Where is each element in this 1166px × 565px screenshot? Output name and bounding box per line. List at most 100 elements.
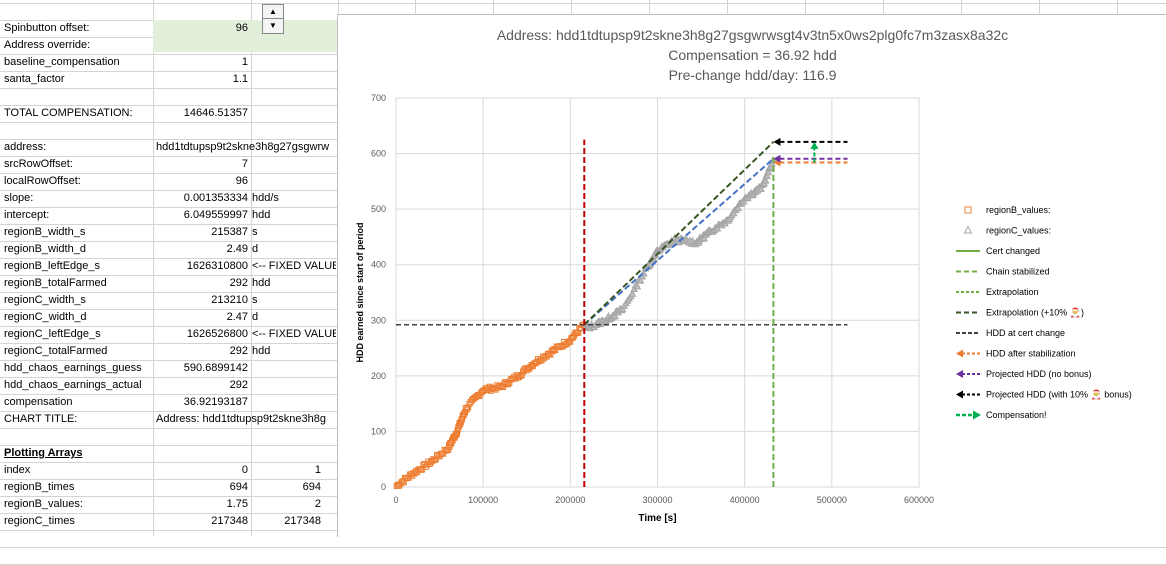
projected-with-bonus-arrow-head	[773, 137, 781, 146]
cell-label[interactable]: compensation	[4, 396, 73, 408]
cell-label[interactable]: regionB_times	[4, 481, 75, 493]
cell-label[interactable]: srcRowOffset:	[4, 158, 73, 170]
cell-value[interactable]: 292	[229, 277, 248, 289]
cell-value[interactable]: 1	[241, 56, 248, 68]
cell-value[interactable]: 96	[235, 22, 248, 34]
cell-label[interactable]: santa_factor	[4, 73, 65, 85]
cell-label[interactable]: hdd_chaos_earnings_guess	[4, 362, 142, 374]
x-tick-label: 600000	[904, 495, 934, 505]
cell-label[interactable]: regionB_values:	[4, 498, 83, 510]
cell-label[interactable]	[4, 88, 152, 104]
cell-value-2[interactable]	[252, 428, 336, 444]
cell-label[interactable]: slope:	[4, 192, 34, 204]
cell-value[interactable]: 213210	[211, 294, 248, 306]
cell-label[interactable]: regionB_leftEdge_s	[4, 260, 101, 272]
cell-label[interactable]: hdd_chaos_earnings_actual	[4, 379, 142, 391]
cell-value[interactable]: 2.47	[226, 311, 248, 323]
cell-value-2[interactable]	[252, 54, 336, 70]
cell-value-2[interactable]	[252, 139, 336, 155]
cell-value-2[interactable]	[252, 105, 336, 121]
cell-label[interactable]: TOTAL COMPENSATION:	[4, 107, 133, 119]
regionC-point	[761, 176, 770, 184]
spin-up-icon[interactable]: ▲	[263, 5, 283, 19]
cell-label[interactable]: regionB_width_s	[4, 226, 86, 238]
cell-value-2[interactable]: 2	[314, 498, 321, 510]
cell-label[interactable]: localRowOffset:	[4, 175, 81, 187]
cell-value-2[interactable]	[252, 71, 336, 87]
cell-value-2[interactable]: hdd	[252, 277, 271, 289]
cell-value[interactable]: 1626310800	[186, 260, 248, 272]
spin-button[interactable]: ▲ ▼	[262, 4, 284, 34]
chart-area[interactable]: Address: hdd1tdtupsp9t2skne3h8g27gsgwrws…	[337, 14, 1166, 537]
cell-label[interactable]: regionC_width_s	[4, 294, 86, 306]
cell-value[interactable]: hdd1tdtupsp9t2skne3h8g27gsgwrw	[156, 141, 330, 153]
regionC-series	[581, 156, 778, 332]
cell-value-2[interactable]: <-- FIXED VALUE	[252, 260, 336, 272]
cell-label[interactable]: Spinbutton offset:	[4, 22, 90, 34]
cell-value[interactable]: 0.001353334	[183, 192, 248, 204]
cell-value-2[interactable]: d	[252, 243, 259, 255]
cell-value-2[interactable]: hdd/s	[252, 192, 279, 204]
legend-label: Extrapolation	[986, 287, 1039, 297]
cell-label[interactable]: index	[4, 464, 31, 476]
cell-value-2[interactable]: 1	[314, 464, 321, 476]
cell-value-2[interactable]: 694	[302, 481, 321, 493]
cell-value-2[interactable]	[252, 445, 336, 461]
cell-value[interactable]: 1.1	[232, 73, 248, 85]
cell-value[interactable]: 7	[241, 158, 248, 170]
cell-value-2[interactable]	[252, 156, 336, 172]
cell-value-2[interactable]	[252, 173, 336, 189]
cell-value[interactable]: 1626526800	[186, 328, 248, 340]
cell-value-2[interactable]: d	[252, 311, 259, 323]
cell-value[interactable]: 0	[241, 464, 248, 476]
cell-value[interactable]: 694	[229, 481, 248, 493]
cell-label[interactable]: Address override:	[4, 39, 91, 51]
cell-value[interactable]: 14646.51357	[183, 107, 248, 119]
cell-value-2[interactable]	[252, 122, 336, 138]
cell-label[interactable]: regionC_times	[4, 515, 75, 527]
cell-label[interactable]: regionC_width_d	[4, 311, 87, 323]
cell-label[interactable]	[4, 428, 152, 444]
cell-value-2[interactable]	[252, 394, 336, 410]
cell-value-2[interactable]	[252, 360, 336, 376]
cell-value[interactable]: 2.49	[226, 243, 248, 255]
spin-down-icon[interactable]: ▼	[269, 21, 277, 30]
cell-value[interactable]: 36.92193187	[183, 396, 248, 408]
cell-value[interactable]: 590.6899142	[183, 362, 248, 374]
cell-value[interactable]: 215387	[211, 226, 248, 238]
cell-label[interactable]: CHART TITLE:	[4, 413, 78, 425]
cell-label[interactable]: address:	[4, 141, 47, 153]
cell-label[interactable]	[4, 122, 152, 138]
cell-value-2[interactable]: <-- FIXED VALUE	[252, 328, 336, 340]
cell-value[interactable]: Address: hdd1tdtupsp9t2skne3h8g	[156, 413, 327, 425]
x-tick-label: 400000	[730, 495, 760, 505]
cell-value[interactable]: 292	[229, 345, 248, 357]
cell-value[interactable]: 217348	[211, 515, 248, 527]
cell-label[interactable]	[4, 530, 152, 546]
cell-label[interactable]: baseline_compensation	[4, 56, 120, 68]
cell-value-2[interactable]: s	[252, 226, 258, 238]
cell-value-2[interactable]: 217348	[284, 515, 321, 527]
cell-value-2[interactable]	[252, 88, 336, 104]
cell-value[interactable]: 292	[229, 379, 248, 391]
cell-value-2[interactable]	[252, 377, 336, 393]
cell-value-2[interactable]: s	[252, 294, 258, 306]
x-tick-label: 200000	[555, 495, 585, 505]
cell-label[interactable]: regionC_totalFarmed	[4, 345, 108, 357]
cell-value-2[interactable]	[252, 530, 336, 546]
legend-label: Cert changed	[986, 246, 1040, 256]
cell-label[interactable]: regionB_width_d	[4, 243, 86, 255]
cell-label[interactable]: intercept:	[4, 209, 50, 221]
cell-value-2[interactable]: hdd	[252, 209, 271, 221]
cell-value[interactable]: 6.049559997	[183, 209, 248, 221]
cell-value-2[interactable]	[252, 411, 336, 427]
cell-value[interactable]: 96	[235, 175, 248, 187]
cell-label[interactable]: regionC_leftEdge_s	[4, 328, 101, 340]
cell-label[interactable]: regionB_totalFarmed	[4, 277, 107, 289]
regionC-point	[636, 276, 645, 284]
cell-label[interactable]: Plotting Arrays	[4, 447, 83, 459]
cell-value-2[interactable]	[252, 37, 336, 53]
cell-value[interactable]: 1.75	[226, 498, 248, 510]
x-tick-label: 300000	[642, 495, 672, 505]
cell-value-2[interactable]: hdd	[252, 345, 271, 357]
